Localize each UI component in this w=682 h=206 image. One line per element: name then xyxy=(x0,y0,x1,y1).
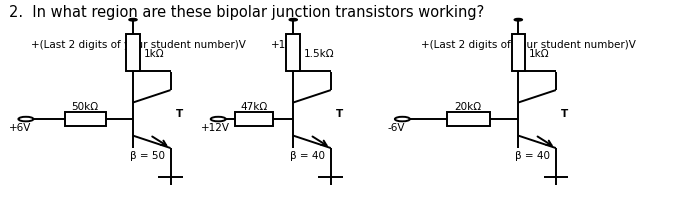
Text: T: T xyxy=(336,108,344,118)
Circle shape xyxy=(289,19,297,22)
Text: +12V: +12V xyxy=(201,123,231,133)
Bar xyxy=(126,35,140,72)
Text: 50kΩ: 50kΩ xyxy=(72,101,99,111)
Text: -6V: -6V xyxy=(387,123,405,133)
Text: 1kΩ: 1kΩ xyxy=(144,49,164,59)
Text: 2.  In what region are these bipolar junction transistors working?: 2. In what region are these bipolar junc… xyxy=(9,5,484,20)
Text: +12V: +12V xyxy=(271,40,301,49)
Text: T: T xyxy=(176,108,183,118)
Text: β = 50: β = 50 xyxy=(130,150,164,160)
Text: β = 40: β = 40 xyxy=(515,150,550,160)
Text: T: T xyxy=(561,108,569,118)
Text: 1.5kΩ: 1.5kΩ xyxy=(304,49,335,59)
Text: +(Last 2 digits of your student number)V: +(Last 2 digits of your student number)V xyxy=(421,40,636,49)
Bar xyxy=(65,113,106,126)
Text: 1kΩ: 1kΩ xyxy=(529,49,550,59)
Bar xyxy=(286,35,300,72)
Bar xyxy=(512,35,525,72)
Bar xyxy=(447,113,490,126)
Text: β = 40: β = 40 xyxy=(290,150,325,160)
Text: 20kΩ: 20kΩ xyxy=(455,101,481,111)
Text: +(Last 2 digits of your student number)V: +(Last 2 digits of your student number)V xyxy=(31,40,246,49)
Bar xyxy=(235,113,273,126)
Circle shape xyxy=(129,19,137,22)
Text: 47kΩ: 47kΩ xyxy=(241,101,267,111)
Text: +6V: +6V xyxy=(9,123,31,133)
Circle shape xyxy=(514,19,522,22)
